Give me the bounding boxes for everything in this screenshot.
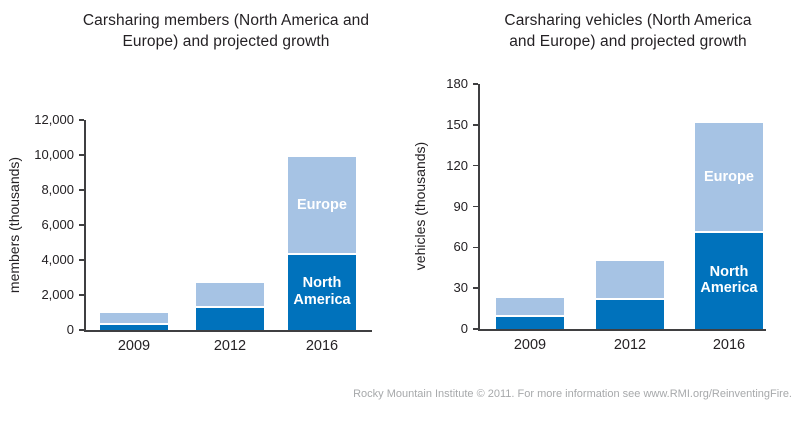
bar-segment-europe [596, 260, 664, 298]
y-tick-label: 10,000 [34, 147, 74, 162]
y-tick [79, 294, 84, 296]
y-tick-label: 60 [453, 239, 468, 255]
y-tick-label: 12,000 [34, 112, 74, 127]
members-chart-title-line1: Carsharing members (North America and [82, 12, 370, 29]
bar-segment-europe [695, 123, 763, 231]
y-tick [79, 154, 84, 156]
members-chart-title: Carsharing members (North America and Eu… [46, 10, 406, 52]
y-tick [79, 119, 84, 121]
bar-segment-north-america [100, 323, 168, 330]
x-tick-label: 2016 [712, 337, 746, 353]
y-tick-label: 180 [446, 76, 468, 91]
y-tick-label: 0 [66, 322, 74, 337]
attribution-text: Rocky Mountain Institute © 2011. For mor… [353, 388, 792, 400]
y-axis-line [84, 120, 86, 330]
y-tick-label: 0 [460, 321, 468, 336]
y-tick [79, 224, 84, 226]
y-tick [473, 328, 478, 330]
y-tick-label: 150 [446, 116, 468, 132]
bar-segment-north-america [196, 305, 264, 330]
vehicles-chart-title-line2: and Europe) and projected growth [509, 33, 747, 50]
y-tick [473, 246, 478, 249]
bar-label-north-america: North America [700, 263, 758, 297]
x-tick-label: 2009 [513, 337, 547, 353]
members-chart-title-line2: Europe) and projected growth [122, 33, 330, 50]
y-tick [473, 205, 478, 208]
bar-segment-north-america [496, 315, 564, 329]
y-tick [79, 259, 84, 261]
y-tick [79, 329, 84, 331]
x-tick-label: 2012 [213, 338, 247, 354]
bar-label-north-america: North America [293, 275, 351, 308]
y-tick-label: 6,000 [41, 217, 74, 232]
bar-segment-europe [496, 297, 564, 316]
x-axis-line [478, 329, 766, 331]
bar-label-europe: Europe [704, 168, 754, 185]
y-tick-label: 2,000 [41, 287, 74, 302]
x-tick-label: 2009 [117, 338, 151, 354]
x-axis-line [84, 330, 372, 332]
y-tick [79, 189, 84, 191]
bar-segment-europe [288, 156, 356, 253]
bar-segment-europe [196, 282, 264, 306]
y-tick-label: 30 [453, 280, 468, 296]
bar-segment-europe [100, 312, 168, 323]
bar-segment-north-america [288, 253, 356, 330]
y-tick-label: 8,000 [41, 182, 74, 197]
y-axis-line [478, 84, 480, 329]
y-tick [473, 164, 478, 167]
x-tick-label: 2012 [613, 337, 647, 353]
bar-label-europe: Europe [297, 196, 347, 213]
bar-segment-north-america [695, 231, 763, 329]
y-tick [473, 124, 478, 126]
x-tick-label: 2016 [305, 338, 339, 354]
y-tick [473, 287, 478, 289]
y-tick [473, 83, 478, 85]
vehicles-chart-title: Carsharing vehicles (North America and E… [448, 10, 800, 52]
y-tick-label: 4,000 [41, 252, 74, 267]
y-tick-label: 90 [453, 198, 468, 214]
y-tick-label: 120 [446, 157, 468, 173]
vehicles-chart-title-line1: Carsharing vehicles (North America [504, 12, 752, 29]
bar-segment-north-america [596, 297, 664, 329]
